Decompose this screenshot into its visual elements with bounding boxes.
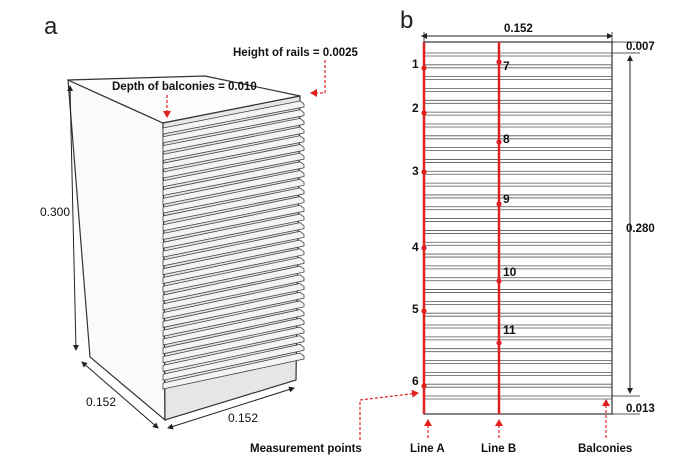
- balcony-slab: [162, 135, 305, 170]
- bottom-gap-label: 0.013: [626, 403, 655, 415]
- measurement-points-label: Measurement points: [250, 443, 362, 455]
- depth-dimension-line: [81, 361, 159, 429]
- balcony-slab: [162, 352, 305, 390]
- panel-b: b 0.152 0.007 0.280 0.013 1 2 3 4: [250, 7, 655, 455]
- point-label-4: 4: [412, 240, 419, 254]
- balcony-slab: [162, 117, 305, 153]
- measurement-point: [496, 201, 502, 207]
- rails-annotation-arrow: [310, 60, 326, 97]
- balcony-slab: [162, 317, 305, 355]
- panel-b-letter: b: [400, 7, 413, 34]
- balcony-slab: [162, 326, 305, 364]
- measurement-point: [496, 139, 502, 145]
- measurement-point: [496, 59, 502, 65]
- point-label-3: 3: [412, 164, 419, 178]
- measurement-point: [421, 308, 427, 314]
- measurement-point: [421, 65, 427, 71]
- line-a-label: Line A: [410, 443, 445, 455]
- span-label: 0.280: [626, 223, 655, 235]
- balcony-slab: [162, 222, 305, 258]
- balcony-depth-annotation: Depth of balconies = 0.010: [112, 81, 257, 93]
- building-3d: [67, 75, 305, 422]
- point-label-5: 5: [412, 302, 419, 316]
- balcony-slab: [162, 161, 305, 197]
- balcony-slab: [162, 291, 305, 328]
- height-dimension-line: [67, 85, 79, 351]
- measurement-point: [496, 340, 502, 346]
- measurement-point: [421, 383, 427, 389]
- balcony-slab: [162, 256, 305, 293]
- balcony-slab: [162, 213, 305, 249]
- balcony-slab: [162, 265, 305, 302]
- point-label-11: 11: [503, 323, 516, 337]
- balcony-slab: [162, 274, 305, 311]
- balcony-slab: [162, 126, 305, 161]
- point-label-8: 8: [503, 132, 510, 146]
- balcony-slab: [162, 170, 305, 205]
- facade-elevation: [423, 41, 613, 415]
- balcony-slab: [162, 196, 305, 232]
- top-gap-label: 0.007: [626, 41, 655, 53]
- facade-width-label: 0.152: [504, 23, 533, 35]
- point-label-7: 7: [503, 59, 510, 73]
- balcony-slab: [162, 144, 305, 179]
- panel-a: a 0.300 0.152 0.152 Height of rails = 0.…: [40, 13, 359, 430]
- balcony-slab: [162, 309, 305, 346]
- height-dimension-label: 0.300: [40, 205, 70, 219]
- balcony-slab: [162, 239, 305, 276]
- balconies-label: Balconies: [578, 443, 632, 455]
- point-label-6: 6: [412, 374, 419, 388]
- line-a-points: 1 2 3 4 5 6: [412, 57, 427, 389]
- measurement-points-arrow: [359, 389, 419, 440]
- balcony-slab: [162, 283, 305, 320]
- balcony-slab: [162, 178, 305, 214]
- point-label-1: 1: [412, 57, 419, 71]
- measurement-point: [421, 169, 427, 175]
- line-b-points: 7 8 9 10 11: [496, 59, 517, 346]
- width-dimension-line: [167, 386, 295, 430]
- balcony-slab: [162, 335, 305, 372]
- panel-a-letter: a: [44, 13, 58, 40]
- balcony-slab: [162, 204, 305, 241]
- depth-dimension-label: 0.152: [86, 395, 116, 409]
- point-label-9: 9: [503, 192, 510, 206]
- width-dimension-label: 0.152: [228, 411, 258, 425]
- measurement-point: [421, 245, 427, 251]
- rails-group: [162, 100, 305, 390]
- balcony-slab: [162, 343, 305, 381]
- balcony-lines: [424, 52, 612, 400]
- balcony-slab: [162, 100, 305, 135]
- balcony-slab: [162, 248, 305, 284]
- line-b-label: Line B: [481, 443, 516, 455]
- point-label-10: 10: [503, 265, 517, 279]
- balcony-slab: [162, 187, 305, 223]
- balcony-slab: [162, 152, 305, 188]
- balcony-slab: [162, 109, 305, 144]
- rails-height-annotation: Height of rails = 0.0025: [233, 47, 359, 59]
- balcony-slab: [162, 300, 305, 337]
- point-label-2: 2: [412, 101, 419, 115]
- measurement-point: [496, 278, 502, 284]
- measurement-point: [421, 110, 427, 116]
- balcony-slab: [162, 230, 305, 267]
- left-face: [67, 79, 166, 422]
